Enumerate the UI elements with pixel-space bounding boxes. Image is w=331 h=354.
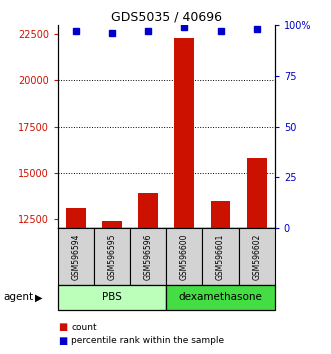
Text: ■: ■ bbox=[58, 322, 67, 332]
Bar bbox=[211, 201, 230, 228]
Bar bbox=[166, 228, 203, 285]
Text: ▶: ▶ bbox=[35, 292, 42, 302]
Text: dexamethasone: dexamethasone bbox=[179, 292, 262, 302]
Text: PBS: PBS bbox=[102, 292, 122, 302]
Text: GSM596594: GSM596594 bbox=[71, 233, 80, 280]
Bar bbox=[130, 228, 166, 285]
Bar bbox=[138, 193, 158, 228]
Text: percentile rank within the sample: percentile rank within the sample bbox=[71, 336, 224, 345]
Bar bbox=[102, 221, 122, 228]
Bar bbox=[174, 38, 194, 228]
Bar bbox=[239, 228, 275, 285]
Text: GSM596602: GSM596602 bbox=[252, 233, 261, 280]
Bar bbox=[66, 208, 86, 228]
Bar bbox=[58, 285, 166, 310]
Text: ■: ■ bbox=[58, 336, 67, 346]
Text: GSM596595: GSM596595 bbox=[108, 233, 117, 280]
Bar bbox=[247, 158, 266, 228]
Bar bbox=[203, 228, 239, 285]
Bar bbox=[166, 285, 275, 310]
Text: GSM596601: GSM596601 bbox=[216, 233, 225, 280]
Bar bbox=[94, 228, 130, 285]
Bar bbox=[58, 228, 94, 285]
Title: GDS5035 / 40696: GDS5035 / 40696 bbox=[111, 11, 222, 24]
Text: GSM596596: GSM596596 bbox=[144, 233, 153, 280]
Text: count: count bbox=[71, 323, 97, 332]
Text: agent: agent bbox=[3, 292, 33, 302]
Text: GSM596600: GSM596600 bbox=[180, 233, 189, 280]
